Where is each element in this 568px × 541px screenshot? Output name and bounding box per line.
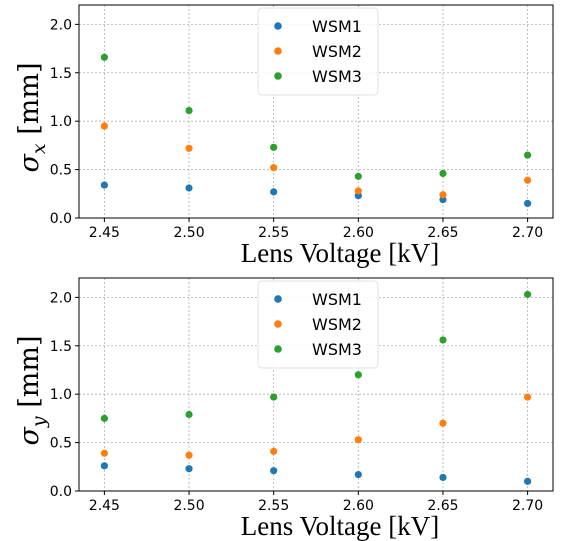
- x-axis-label: Lens Voltage [kV]: [241, 511, 439, 541]
- data-point-wsm2: [439, 191, 447, 199]
- data-point-wsm3: [354, 371, 362, 379]
- data-point-wsm1: [185, 465, 193, 473]
- data-point-wsm1: [524, 477, 532, 485]
- data-point-wsm2: [439, 419, 447, 427]
- chart-panel-2: 2.45 2.50 2.55 2.60 2.65 2.70 0.0 0.5 1.0 1.5 2.0 L…: [14, 277, 554, 541]
- data-point-wsm2: [524, 393, 532, 401]
- y-tick-label: 0.0: [50, 484, 72, 500]
- y-tick-label: 2.0: [50, 290, 72, 306]
- legend-label-wsm2: WSM2: [312, 315, 362, 334]
- legend-marker-wsm1: [274, 22, 282, 30]
- x-tick-label: 2.65: [427, 225, 458, 241]
- x-tick-label: 2.50: [173, 498, 204, 514]
- legend-marker-wsm1: [274, 295, 282, 303]
- x-tick-label: 2.45: [89, 498, 120, 514]
- x-tick-label: 2.45: [89, 225, 120, 241]
- y-tick-label: 1.5: [50, 66, 72, 82]
- data-point-wsm3: [185, 410, 193, 419]
- data-point-wsm1: [185, 184, 193, 192]
- legend-label-wsm1: WSM1: [312, 17, 362, 36]
- x-tick-label: 2.65: [427, 498, 458, 514]
- plot-frame: [78, 4, 554, 219]
- data-point-wsm1: [524, 199, 532, 208]
- x-tick-label: 2.70: [512, 225, 543, 241]
- data-point-wsm2: [100, 122, 108, 130]
- data-point-wsm2: [354, 436, 362, 444]
- data-point-wsm1: [100, 181, 108, 189]
- x-axis-label: Lens Voltage [kV]: [241, 238, 439, 268]
- data-point-wsm3: [185, 106, 193, 115]
- data-point-wsm2: [270, 164, 278, 172]
- data-point-wsm3: [524, 151, 532, 159]
- legend-marker-wsm2: [274, 320, 282, 328]
- data-point-wsm3: [439, 336, 447, 344]
- data-point-wsm2: [524, 176, 532, 184]
- data-point-wsm2: [185, 451, 193, 459]
- plot-frame: [78, 277, 554, 492]
- y-tick-label: 0.5: [50, 163, 72, 179]
- legend-marker-wsm3: [274, 345, 282, 353]
- chart-panel-1: 2.45 2.50 2.55 2.60 2.65 2.70 0.0 0.5 1.0 1.5 2.0 L…: [14, 4, 554, 268]
- y-tick-label: 1.0: [50, 387, 72, 403]
- y-tick-label: 2.0: [50, 17, 72, 33]
- legend-label-wsm2: WSM2: [312, 42, 362, 61]
- legend-box: [257, 280, 379, 369]
- legend-label-wsm3: WSM3: [312, 340, 362, 359]
- x-tick-label: 2.55: [258, 225, 289, 241]
- data-point-wsm3: [524, 290, 532, 299]
- legend-marker-wsm3: [274, 72, 282, 80]
- legend-label-wsm1: WSM1: [312, 290, 362, 309]
- x-tick-label: 2.70: [512, 498, 543, 514]
- data-point-wsm2: [270, 447, 278, 455]
- y-tick-label: 0.5: [50, 436, 72, 452]
- y-tick-label: 1.0: [50, 114, 72, 130]
- x-tick-label: 2.50: [173, 225, 204, 241]
- x-tick-label: 2.60: [343, 225, 374, 241]
- data-point-wsm1: [439, 473, 447, 482]
- data-point-wsm2: [354, 187, 362, 195]
- data-point-wsm3: [354, 172, 362, 180]
- y-tick-label: 0.0: [50, 211, 72, 227]
- data-point-wsm3: [100, 53, 108, 61]
- legend-label-wsm3: WSM3: [312, 67, 362, 86]
- data-point-wsm3: [100, 414, 108, 422]
- legend-marker-wsm2: [274, 47, 282, 55]
- data-point-wsm1: [354, 470, 362, 479]
- y-axis-label: σy [mm]: [14, 335, 50, 445]
- x-tick-label: 2.55: [258, 498, 289, 514]
- data-point-wsm3: [439, 169, 447, 178]
- x-tick-label: 2.60: [343, 498, 374, 514]
- data-point-wsm1: [100, 462, 108, 470]
- y-axis-label: σx [mm]: [14, 62, 50, 172]
- legend-box: [257, 7, 379, 96]
- data-point-wsm1: [270, 188, 278, 196]
- data-point-wsm2: [100, 449, 108, 457]
- data-point-wsm2: [185, 144, 193, 152]
- data-point-wsm3: [270, 393, 278, 401]
- data-point-wsm3: [270, 143, 278, 151]
- data-point-wsm1: [270, 467, 278, 475]
- y-tick-label: 1.5: [50, 339, 72, 355]
